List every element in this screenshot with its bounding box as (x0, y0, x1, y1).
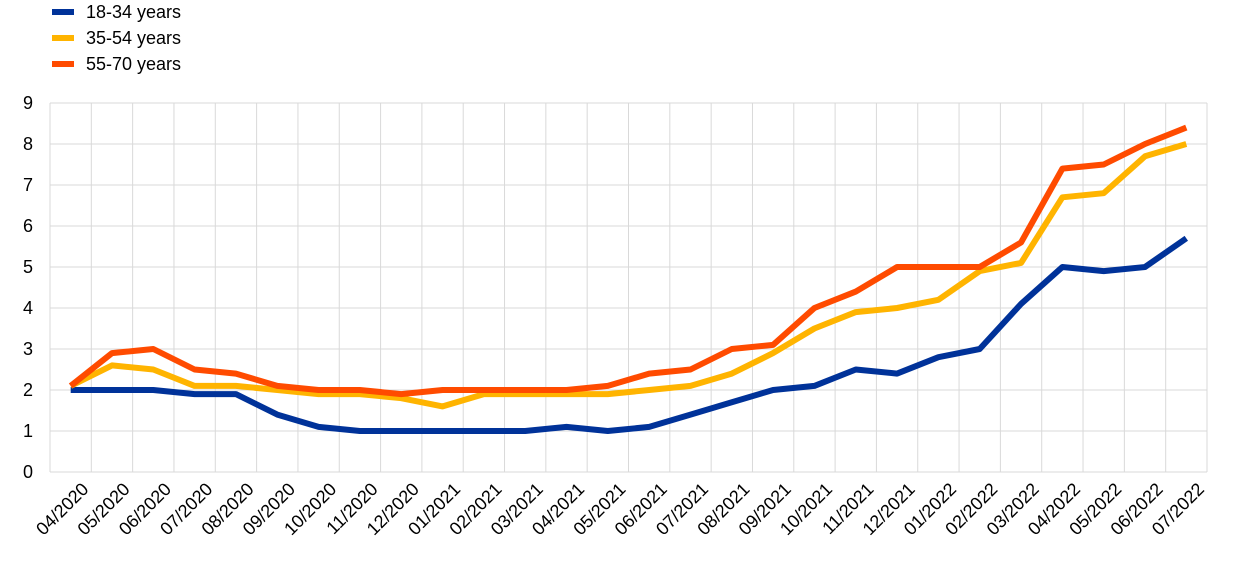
series-line-3 (68, 124, 1188, 398)
series-line-2 (69, 141, 1188, 410)
legend-item: 55-70 years (52, 54, 181, 74)
y-tick-label: 1 (23, 421, 33, 441)
y-tick-label: 8 (23, 134, 33, 154)
legend-item: 18-34 years (52, 2, 181, 22)
grid (49, 102, 1208, 473)
y-tick-label: 6 (23, 216, 33, 236)
legend-label: 55-70 years (86, 54, 181, 74)
y-tick-label: 3 (23, 339, 33, 359)
series-line-1 (70, 235, 1189, 434)
x-axis-ticks: 04/202005/202006/202007/202008/202009/20… (32, 479, 1208, 539)
legend: 18-34 years 35-54 years 55-70 years (52, 2, 181, 74)
legend-label: 35-54 years (86, 28, 181, 48)
y-tick-label: 4 (23, 298, 33, 318)
y-tick-label: 0 (23, 462, 33, 482)
y-tick-label: 7 (23, 175, 33, 195)
y-tick-label: 2 (23, 380, 33, 400)
legend-item: 35-54 years (52, 28, 181, 48)
y-tick-label: 9 (23, 93, 33, 113)
series-lines (68, 124, 1189, 434)
legend-label: 18-34 years (86, 2, 181, 22)
y-tick-label: 5 (23, 257, 33, 277)
y-axis-ticks: 0 1 2 3 4 5 6 7 8 9 (23, 93, 33, 482)
